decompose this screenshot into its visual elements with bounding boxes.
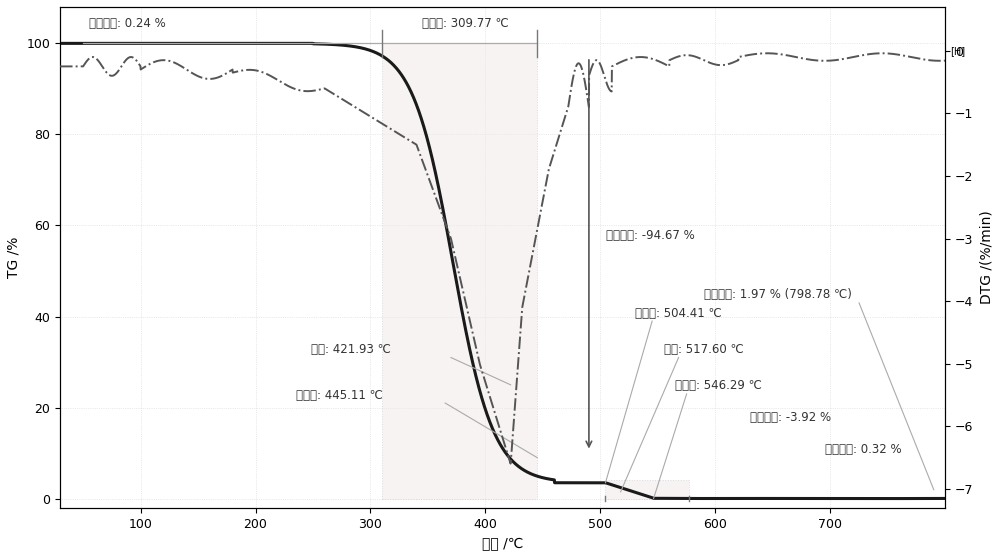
Text: 终止点: 445.11 ℃: 终止点: 445.11 ℃ (296, 388, 383, 402)
Text: 起始点: 309.77 ℃: 起始点: 309.77 ℃ (422, 17, 509, 31)
Text: 终止点: 546.29 ℃: 终止点: 546.29 ℃ (675, 379, 762, 392)
Text: [H]: [H] (950, 46, 965, 56)
Text: 拐点: 421.93 ℃: 拐点: 421.93 ℃ (311, 343, 391, 356)
Bar (382, 43, 537, 499)
Text: 质量变化: 0.24 %: 质量变化: 0.24 % (89, 17, 166, 31)
Text: 质量变化: -94.67 %: 质量变化: -94.67 % (606, 229, 695, 242)
Bar (605, 481, 689, 499)
Text: 拐点: 517.60 ℃: 拐点: 517.60 ℃ (664, 343, 743, 356)
Y-axis label: TG /%: TG /% (7, 237, 21, 278)
Y-axis label: DTG /(%/min): DTG /(%/min) (979, 211, 993, 304)
Text: 质量变化: 0.32 %: 质量变化: 0.32 % (825, 443, 901, 456)
X-axis label: 温度 /℃: 温度 /℃ (482, 536, 523, 550)
Text: 起始点: 504.41 ℃: 起始点: 504.41 ℃ (635, 306, 722, 320)
Text: 残留质量: 1.97 % (798.78 ℃): 残留质量: 1.97 % (798.78 ℃) (704, 289, 852, 301)
Text: 质量变化: -3.92 %: 质量变化: -3.92 % (750, 411, 831, 424)
